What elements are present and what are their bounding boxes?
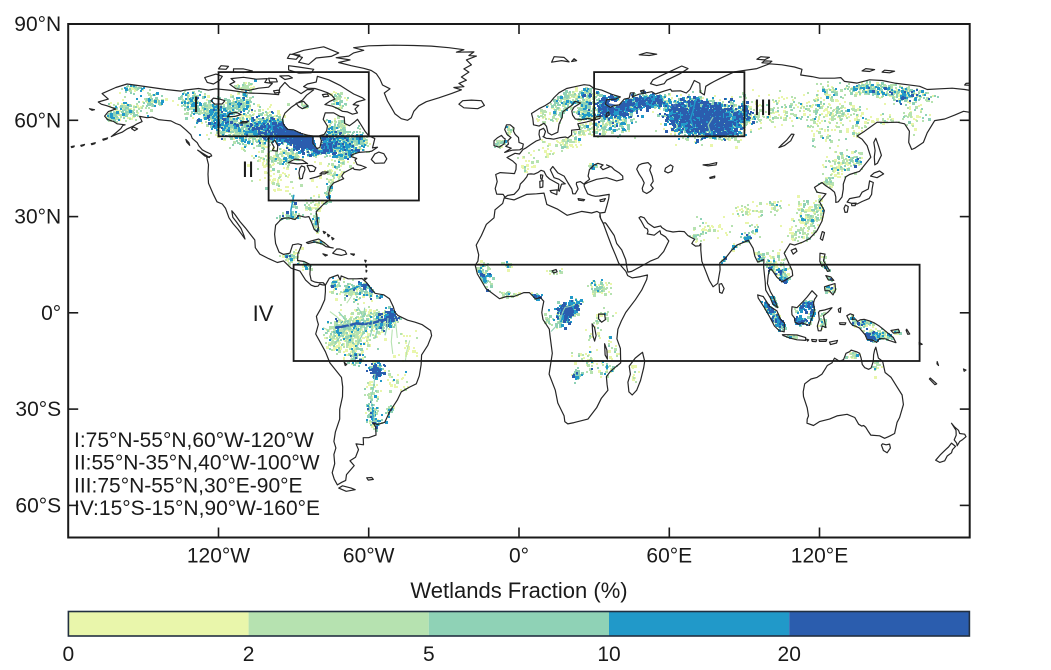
svg-text:120°W: 120°W <box>187 545 250 568</box>
svg-text:90°N: 90°N <box>14 13 61 36</box>
svg-text:IV: IV <box>253 301 274 326</box>
svg-text:0°: 0° <box>509 545 529 568</box>
svg-text:I: I <box>193 92 199 117</box>
svg-text:30°S: 30°S <box>15 398 61 421</box>
svg-text:0: 0 <box>63 643 75 666</box>
svg-text:Wetlands Fraction (%): Wetlands Fraction (%) <box>410 578 627 603</box>
svg-text:10: 10 <box>597 643 620 666</box>
svg-text:60°W: 60°W <box>343 545 395 568</box>
svg-text:0°: 0° <box>41 302 61 325</box>
svg-text:60°S: 60°S <box>15 494 61 517</box>
svg-text:120°E: 120°E <box>791 545 848 568</box>
svg-text:I:75°N-55°N,60°W-120°W: I:75°N-55°N,60°W-120°W <box>74 429 314 452</box>
svg-text:III:75°N-55°N,30°E-90°E: III:75°N-55°N,30°E-90°E <box>74 474 303 497</box>
svg-text:IV:15°S-15°N,90°W-160°E: IV:15°S-15°N,90°W-160°E <box>74 497 320 520</box>
svg-text:5: 5 <box>423 643 435 666</box>
svg-text:III: III <box>754 95 772 120</box>
svg-text:2: 2 <box>243 643 255 666</box>
svg-text:II:55°N-35°N,40°W-100°W: II:55°N-35°N,40°W-100°W <box>74 452 320 475</box>
svg-text:60°N: 60°N <box>14 109 61 132</box>
svg-text:60°E: 60°E <box>646 545 692 568</box>
svg-text:II: II <box>242 157 254 182</box>
svg-text:30°N: 30°N <box>14 206 61 229</box>
svg-text:20: 20 <box>778 643 801 666</box>
